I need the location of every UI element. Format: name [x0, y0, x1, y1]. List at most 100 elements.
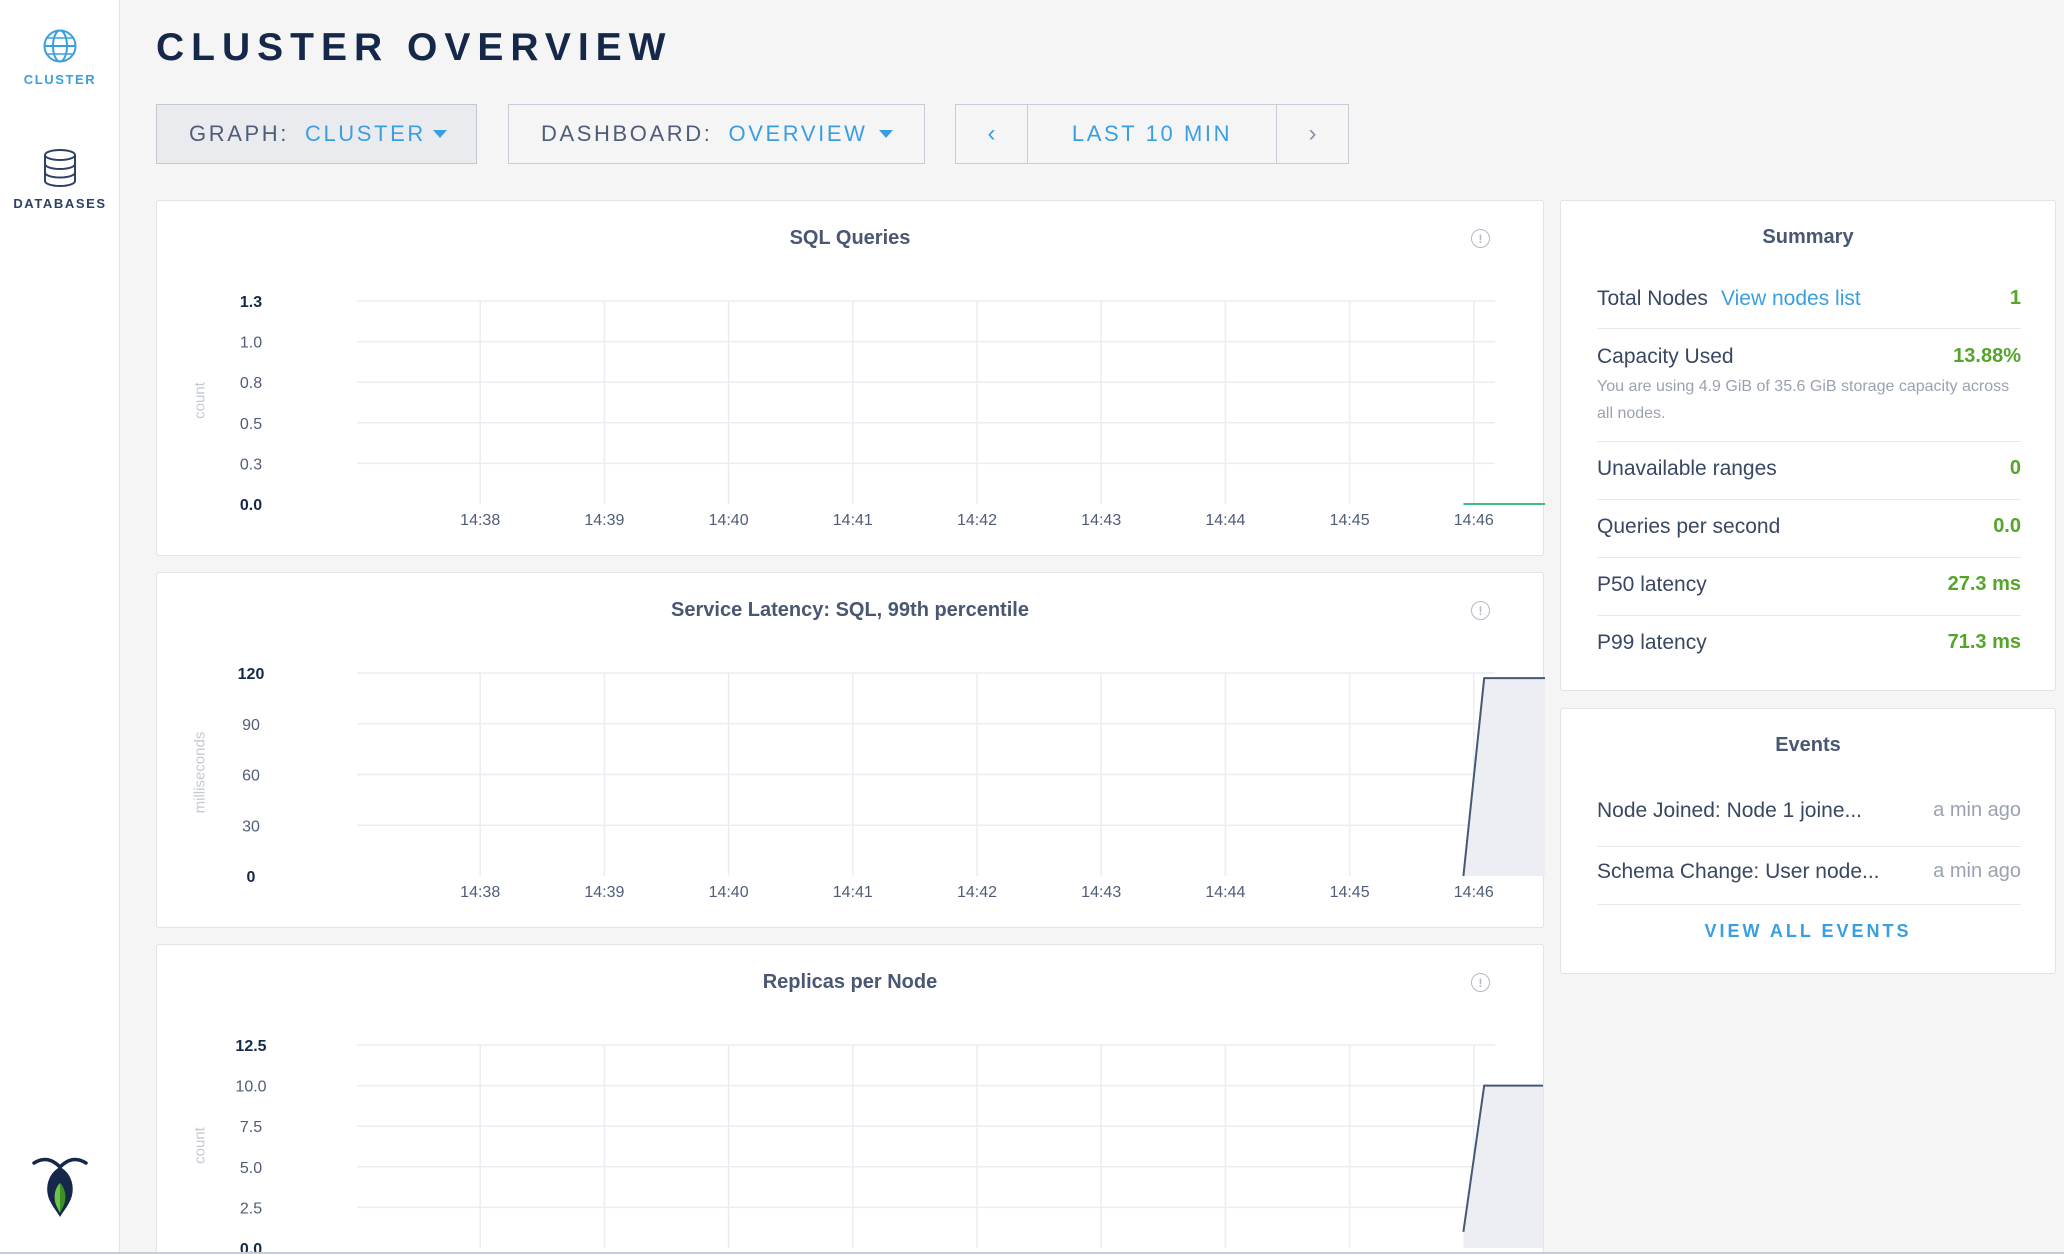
y-tick-label: 2.5 [240, 1200, 262, 1217]
summary-panel: Summary Total Nodes View nodes list 1 Ca… [1560, 200, 2056, 691]
chart-title: Replicas per Node [762, 971, 938, 993]
info-icon[interactable]: ! [1471, 229, 1490, 248]
time-range-selector: ‹ LAST 10 MIN › [955, 104, 1349, 164]
x-tick-label: 14:41 [833, 512, 873, 529]
x-tick-label: 14:44 [1205, 884, 1245, 901]
x-tick-label: 14:43 [1081, 512, 1121, 529]
sidebar-item-label: DATABASES [13, 196, 107, 211]
info-icon[interactable]: ! [1471, 973, 1490, 992]
events-title: Events [1775, 734, 1841, 756]
dashboard-dropdown-key: DASHBOARD: [541, 121, 713, 146]
summary-row-p50-latency: P50 latency 27.3 ms [1597, 558, 2021, 616]
summary-label: Queries per second [1597, 515, 1781, 538]
series-line [1462, 1084, 1543, 1232]
summary-value: 0.0 [1993, 515, 2021, 537]
x-tick-label: 14:42 [957, 884, 997, 901]
chart-title: SQL Queries [789, 227, 911, 249]
y-tick-label: 1.3 [240, 294, 262, 311]
y-tick-label: 60 [242, 768, 260, 785]
bottom-divider [0, 1252, 2064, 1254]
chart: 0.02.55.07.510.012.514:3814:3914:4014:41… [235, 1038, 1543, 1254]
chevron-right-icon[interactable]: › [1276, 105, 1348, 163]
time-range-button[interactable]: LAST 10 MIN [1071, 121, 1233, 146]
y-tick-label: 30 [242, 818, 260, 835]
x-tick-label: 14:38 [460, 512, 500, 529]
y-tick-label: 0 [247, 869, 256, 886]
x-tick-label: 14:41 [833, 884, 873, 901]
y-tick-label: 12.5 [235, 1038, 266, 1055]
x-tick-label: 14:42 [957, 512, 997, 529]
sidebar-item-label: CLUSTER [23, 72, 97, 87]
summary-value: 1 [2009, 287, 2021, 309]
series-area [1463, 678, 1545, 876]
x-tick-label: 14:44 [1205, 512, 1245, 529]
graph-dropdown-value: CLUSTER [304, 121, 426, 146]
summary-row-p99-latency: P99 latency 71.3 ms [1597, 616, 2021, 674]
sidebar-item-cluster[interactable]: CLUSTER [0, 28, 120, 87]
x-tick-label: 14:45 [1330, 884, 1370, 901]
summary-label: Total Nodes [1597, 287, 1708, 310]
series-line [1462, 677, 1545, 877]
chart: 0 30 60 90 120 14:38 14:39 14:40 14:41 14:42 14:43… [238, 666, 1545, 901]
event-time: a min ago [1933, 799, 2021, 821]
summary-row-total-nodes: Total Nodes View nodes list 1 [1597, 279, 2021, 329]
dashboard-dropdown[interactable]: DASHBOARD: OVERVIEW [508, 104, 925, 164]
sidebar-item-databases[interactable]: DATABASES [0, 148, 120, 211]
graph-dropdown-key: GRAPH: [189, 121, 289, 146]
summary-value: 71.3 ms [1947, 631, 2021, 653]
summary-row-capacity-used: Capacity Used 13.88% You are using 4.9 G… [1597, 329, 2021, 442]
info-icon[interactable]: ! [1471, 601, 1490, 620]
events-panel: Events Node Joined: Node 1 joine... a mi… [1560, 708, 2056, 974]
y-tick-label: 0.8 [240, 375, 262, 392]
caret-down-icon [433, 130, 447, 138]
x-tick-label: 14:40 [709, 512, 749, 529]
dashboard-dropdown-value: OVERVIEW [728, 121, 868, 146]
graph-dropdown[interactable]: GRAPH: CLUSTER [156, 104, 477, 164]
y-tick-label: 1.0 [240, 335, 262, 352]
summary-label: Unavailable ranges [1597, 457, 1777, 480]
y-tick-label: 0.5 [240, 416, 262, 433]
event-text: Node Joined: Node 1 joine... [1597, 799, 1863, 822]
x-tick-label: 14:39 [584, 512, 624, 529]
y-tick-label: 0.3 [240, 456, 262, 473]
event-row[interactable]: Schema Change: User node... a min ago [1597, 847, 2021, 905]
series-area [1463, 1085, 1543, 1248]
y-tick-label: 10.0 [235, 1079, 266, 1096]
capacity-description: You are using 4.9 GiB of 35.6 GiB storag… [1597, 378, 2010, 422]
x-tick-label: 14:38 [460, 884, 500, 901]
summary-label: P99 latency [1597, 631, 1707, 654]
page-title: CLUSTER OVERVIEW [156, 26, 673, 69]
event-row[interactable]: Node Joined: Node 1 joine... a min ago [1597, 787, 2021, 847]
y-tick-label: 120 [238, 666, 265, 683]
event-text: Schema Change: User node... [1597, 860, 1880, 883]
summary-row-queries-per-second: Queries per second 0.0 [1597, 500, 2021, 558]
x-tick-label: 14:46 [1454, 884, 1494, 901]
y-tick-label: 5.0 [240, 1160, 262, 1177]
event-time: a min ago [1933, 860, 2021, 882]
x-tick-label: 14:39 [584, 884, 624, 901]
view-nodes-list-link[interactable]: View nodes list [1721, 287, 1861, 310]
y-tick-label: 0.0 [240, 497, 262, 514]
caret-down-icon [879, 130, 893, 138]
sidebar: CLUSTER DATABASES [0, 0, 120, 1254]
summary-label: Capacity Used [1597, 345, 1734, 368]
chevron-left-icon[interactable]: ‹ [956, 105, 1028, 163]
cockroach-logo [32, 1157, 88, 1217]
y-tick-label: 7.5 [240, 1119, 262, 1136]
chart-title: Service Latency: SQL, 99th percentile [671, 599, 1029, 621]
database-icon [44, 149, 76, 187]
view-all-events-link[interactable]: VIEW ALL EVENTS [1704, 921, 1912, 941]
chart: 0.0 0.3 0.5 0.8 1.0 1.3 14:38 14:39 14:40 14:41 14… [240, 294, 1545, 529]
x-tick-label: 14:45 [1330, 512, 1370, 529]
summary-value: 0 [2009, 457, 2021, 479]
summary-title: Summary [1762, 226, 1854, 248]
summary-value: 27.3 ms [1947, 573, 2021, 595]
globe-icon [43, 29, 77, 63]
x-tick-label: 14:46 [1454, 512, 1494, 529]
summary-value: 13.88% [1953, 345, 2021, 367]
y-tick-label: 90 [242, 717, 260, 734]
x-tick-label: 14:40 [709, 884, 749, 901]
chart-panel-replicas-per-node: Replicas per Node ! count 0.0 2.5 5.0 7.5 10… [156, 944, 1544, 1254]
y-tick-label: 0.0 [240, 1241, 262, 1254]
x-tick-label: 14:43 [1081, 884, 1121, 901]
